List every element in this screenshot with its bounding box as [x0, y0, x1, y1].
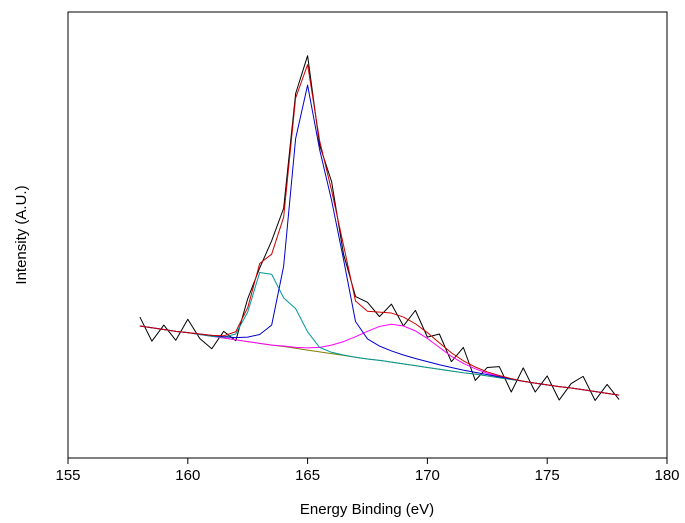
- x-tick-label: 175: [535, 467, 560, 484]
- x-tick-label: 160: [175, 467, 200, 484]
- data-line: [139, 55, 620, 401]
- x-axis-label: Energy Binding (eV): [300, 501, 434, 518]
- x-tick-label: 155: [55, 467, 80, 484]
- x-tick-label: 165: [295, 467, 320, 484]
- x-tick-label: 180: [654, 467, 679, 484]
- x-tick-label: 170: [415, 467, 440, 484]
- data-line: [139, 64, 620, 396]
- plot-frame: [67, 11, 668, 459]
- y-axis-label: Intensity (A.U.): [13, 185, 30, 284]
